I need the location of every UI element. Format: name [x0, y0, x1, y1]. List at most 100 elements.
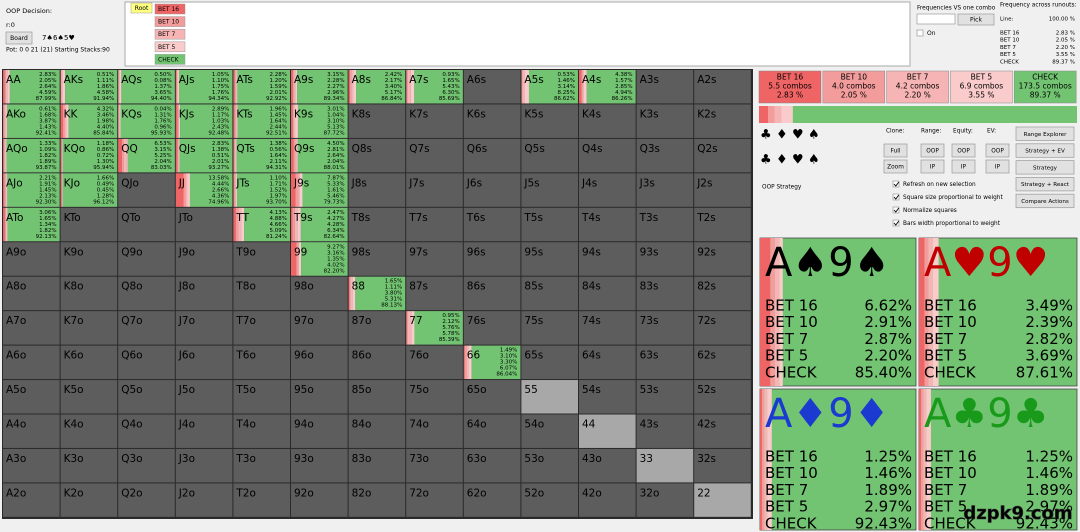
hand-cell[interactable] — [348, 173, 406, 207]
hand-cell[interactable] — [406, 104, 463, 138]
hand-cell[interactable] — [636, 345, 694, 380]
side-button[interactable] — [1015, 126, 1075, 141]
hand-cell[interactable] — [406, 138, 463, 173]
hand-cell[interactable] — [694, 242, 751, 276]
hand-cell[interactable] — [694, 138, 751, 173]
hand-cell[interactable] — [118, 276, 175, 311]
tree-node[interactable] — [154, 3, 186, 15]
hand-cell[interactable] — [175, 448, 233, 483]
hand-cell[interactable] — [579, 311, 636, 345]
hand-cell[interactable] — [636, 311, 694, 345]
hand-cell[interactable] — [463, 414, 521, 448]
pick-button[interactable] — [957, 13, 995, 26]
toggle-button[interactable] — [920, 159, 945, 174]
hand-cell[interactable] — [521, 138, 578, 173]
hand-cell[interactable] — [579, 345, 636, 380]
hand-cell[interactable] — [636, 70, 694, 104]
hand-cell[interactable] — [118, 483, 175, 517]
hand-cell[interactable] — [175, 380, 233, 414]
hand-cell[interactable] — [3, 483, 60, 517]
hand-cell[interactable] — [175, 207, 233, 242]
hand-cell[interactable] — [3, 345, 60, 380]
hand-cell[interactable] — [175, 276, 233, 311]
hand-cell[interactable] — [636, 104, 694, 138]
hand-cell[interactable] — [175, 311, 233, 345]
hand-cell[interactable] — [233, 276, 290, 311]
hand-cell[interactable] — [348, 207, 406, 242]
checkbox[interactable] — [892, 180, 900, 188]
action-box[interactable] — [758, 70, 822, 104]
hand-cell[interactable] — [521, 380, 578, 414]
side-button[interactable] — [1015, 193, 1075, 209]
hand-cell[interactable] — [233, 448, 290, 483]
hand-cell[interactable] — [233, 483, 290, 517]
board-button[interactable] — [5, 31, 33, 45]
hand-cell[interactable] — [463, 242, 521, 276]
hand-cell[interactable] — [175, 242, 233, 276]
toggle-button[interactable] — [985, 143, 1010, 158]
hand-cell[interactable] — [521, 414, 578, 448]
hand-cell[interactable] — [694, 483, 751, 517]
toggle-button[interactable] — [920, 143, 945, 158]
side-button[interactable] — [1015, 160, 1075, 175]
side-button[interactable] — [1015, 177, 1075, 192]
hand-cell[interactable] — [406, 173, 463, 207]
hand-cell[interactable] — [233, 414, 290, 448]
hand-cell[interactable] — [521, 311, 578, 345]
hand-cell[interactable] — [60, 414, 118, 448]
hand-cell[interactable] — [579, 242, 636, 276]
hand-cell[interactable] — [463, 173, 521, 207]
hand-cell[interactable] — [291, 380, 348, 414]
hand-cell[interactable] — [636, 242, 694, 276]
hand-cell[interactable] — [348, 138, 406, 173]
hand-cell[interactable] — [694, 311, 751, 345]
hand-cell[interactable] — [463, 483, 521, 517]
checkbox[interactable] — [892, 206, 900, 214]
hand-cell[interactable] — [636, 173, 694, 207]
hand-cell[interactable] — [233, 345, 290, 380]
side-button[interactable] — [1015, 143, 1075, 158]
hand-cell[interactable] — [3, 448, 60, 483]
hand-cell[interactable] — [291, 414, 348, 448]
hand-cell[interactable] — [694, 173, 751, 207]
hand-cell[interactable] — [636, 276, 694, 311]
hand-cell[interactable] — [291, 311, 348, 345]
hand-cell[interactable] — [406, 483, 463, 517]
hand-cell[interactable] — [579, 448, 636, 483]
hand-cell[interactable] — [579, 483, 636, 517]
hand-cell[interactable] — [348, 414, 406, 448]
hand-cell[interactable] — [521, 207, 578, 242]
hand-cell[interactable] — [291, 276, 348, 311]
hand-cell[interactable] — [463, 207, 521, 242]
tree-node[interactable] — [154, 16, 186, 27]
toggle-button[interactable] — [951, 143, 976, 158]
hand-cell[interactable] — [521, 276, 578, 311]
action-box[interactable] — [1013, 70, 1077, 104]
action-box[interactable] — [822, 70, 886, 104]
hand-cell[interactable] — [406, 380, 463, 414]
hand-cell[interactable] — [348, 448, 406, 483]
hand-cell[interactable] — [694, 104, 751, 138]
hand-cell[interactable] — [579, 104, 636, 138]
hand-cell[interactable] — [579, 138, 636, 173]
hand-cell[interactable] — [3, 380, 60, 414]
hand-cell[interactable] — [118, 414, 175, 448]
hand-cell[interactable] — [406, 242, 463, 276]
hand-cell[interactable] — [694, 70, 751, 104]
hand-cell[interactable] — [60, 380, 118, 414]
tree-node[interactable] — [154, 41, 186, 53]
toggle-button[interactable] — [883, 159, 908, 174]
on-checkbox[interactable] — [916, 29, 924, 37]
hand-cell[interactable] — [694, 345, 751, 380]
hand-cell[interactable] — [636, 138, 694, 173]
hand-cell[interactable] — [3, 242, 60, 276]
toggle-button[interactable] — [951, 159, 976, 174]
hand-cell[interactable] — [60, 345, 118, 380]
hand-cell[interactable] — [348, 311, 406, 345]
hand-cell[interactable] — [521, 483, 578, 517]
action-box[interactable] — [950, 70, 1013, 104]
hand-cell[interactable] — [60, 448, 118, 483]
checkbox[interactable] — [892, 219, 900, 227]
hand-cell[interactable] — [406, 207, 463, 242]
hand-cell[interactable] — [233, 380, 290, 414]
